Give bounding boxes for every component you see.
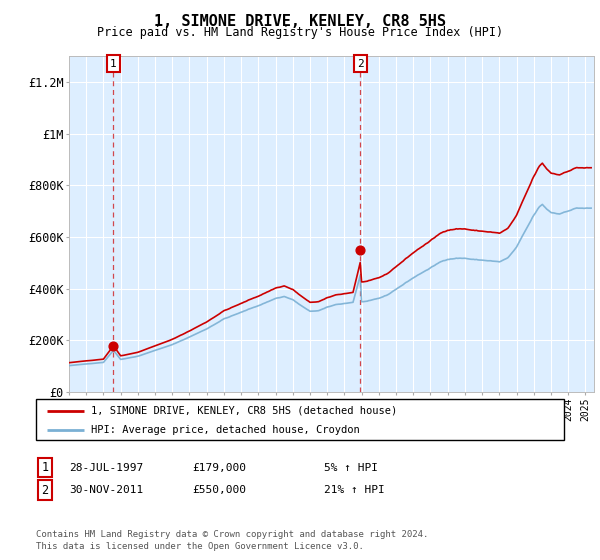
Text: £179,000: £179,000 [192,463,246,473]
Text: 28-JUL-1997: 28-JUL-1997 [69,463,143,473]
Text: Contains HM Land Registry data © Crown copyright and database right 2024.: Contains HM Land Registry data © Crown c… [36,530,428,539]
Text: 1: 1 [110,59,117,69]
Text: £550,000: £550,000 [192,485,246,495]
Text: 5% ↑ HPI: 5% ↑ HPI [324,463,378,473]
Text: 1: 1 [41,461,49,474]
Text: Price paid vs. HM Land Registry's House Price Index (HPI): Price paid vs. HM Land Registry's House … [97,26,503,39]
Text: 2: 2 [357,59,364,69]
Text: 1, SIMONE DRIVE, KENLEY, CR8 5HS: 1, SIMONE DRIVE, KENLEY, CR8 5HS [154,14,446,29]
Text: 21% ↑ HPI: 21% ↑ HPI [324,485,385,495]
Text: 2: 2 [41,483,49,497]
FancyBboxPatch shape [36,399,564,440]
Text: This data is licensed under the Open Government Licence v3.0.: This data is licensed under the Open Gov… [36,542,364,551]
Text: 30-NOV-2011: 30-NOV-2011 [69,485,143,495]
Point [109,341,118,350]
Text: 1, SIMONE DRIVE, KENLEY, CR8 5HS (detached house): 1, SIMONE DRIVE, KENLEY, CR8 5HS (detach… [91,405,398,416]
Text: HPI: Average price, detached house, Croydon: HPI: Average price, detached house, Croy… [91,424,360,435]
Point [355,245,365,254]
